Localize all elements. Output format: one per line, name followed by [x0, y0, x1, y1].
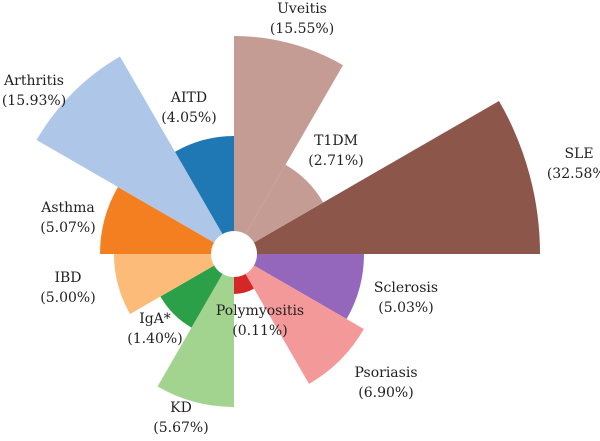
- label-uveitis: Uveitis (15.55%): [270, 1, 334, 37]
- label-value: (1.40%): [127, 331, 182, 347]
- label-value: (5.07%): [40, 220, 95, 236]
- label-polymyositis: Polymyositis (0.11%): [216, 303, 304, 339]
- wedge-iga-: [160, 254, 234, 328]
- label-name: IBD: [54, 270, 81, 286]
- wedge-psoriasis: [234, 254, 364, 384]
- label-name: Sclerosis: [374, 280, 438, 296]
- wedge-arthritis: [36, 56, 234, 254]
- label-name: IgA*: [139, 311, 171, 327]
- label-name: Uveitis: [277, 1, 327, 17]
- label-asthma: Asthma (5.07%): [40, 200, 95, 236]
- label-value: (15.55%): [270, 21, 334, 37]
- label-sclerosis: Sclerosis (5.03%): [374, 280, 438, 316]
- label-value: (5.03%): [378, 300, 433, 316]
- label-value: (32.58%): [547, 166, 600, 182]
- wedge-sclerosis: [234, 254, 364, 319]
- wedge-ibd: [114, 254, 234, 314]
- label-t1dm: T1DM (2.71%): [308, 133, 363, 169]
- label-kd: KD (5.67%): [153, 400, 208, 436]
- label-name: KD: [170, 400, 192, 416]
- wedge-aitd: [175, 136, 234, 254]
- label-name: Arthritis: [3, 73, 64, 89]
- label-name: Psoriasis: [354, 365, 417, 381]
- label-name: T1DM: [314, 133, 358, 149]
- label-value: (5.67%): [153, 420, 208, 436]
- label-name: Polymyositis: [216, 303, 304, 319]
- label-arthritis: Arthritis (15.93%): [2, 73, 66, 109]
- label-value: (5.00%): [40, 290, 95, 306]
- center-hole: [211, 231, 257, 277]
- label-name: AITD: [170, 90, 207, 106]
- wedge-t1dm: [234, 164, 324, 254]
- label-name: SLE: [564, 146, 593, 162]
- wedge-kd: [157, 254, 234, 407]
- label-value: (2.71%): [308, 153, 363, 169]
- label-sle: SLE (32.58%): [547, 146, 600, 182]
- label-value: (15.93%): [2, 93, 66, 109]
- wedge-uveitis: [234, 36, 343, 254]
- chart-wedges: [36, 36, 540, 407]
- wedge-sle: [234, 101, 540, 254]
- label-value: (4.05%): [161, 110, 216, 126]
- label-value: (6.90%): [358, 385, 413, 401]
- label-iga-: IgA* (1.40%): [127, 311, 182, 347]
- label-name: Asthma: [40, 200, 95, 216]
- label-ibd: IBD (5.00%): [40, 270, 95, 306]
- wedge-asthma: [100, 187, 234, 254]
- label-aitd: AITD (4.05%): [161, 90, 216, 126]
- label-value: (0.11%): [232, 323, 287, 339]
- label-psoriasis: Psoriasis (6.90%): [354, 365, 417, 401]
